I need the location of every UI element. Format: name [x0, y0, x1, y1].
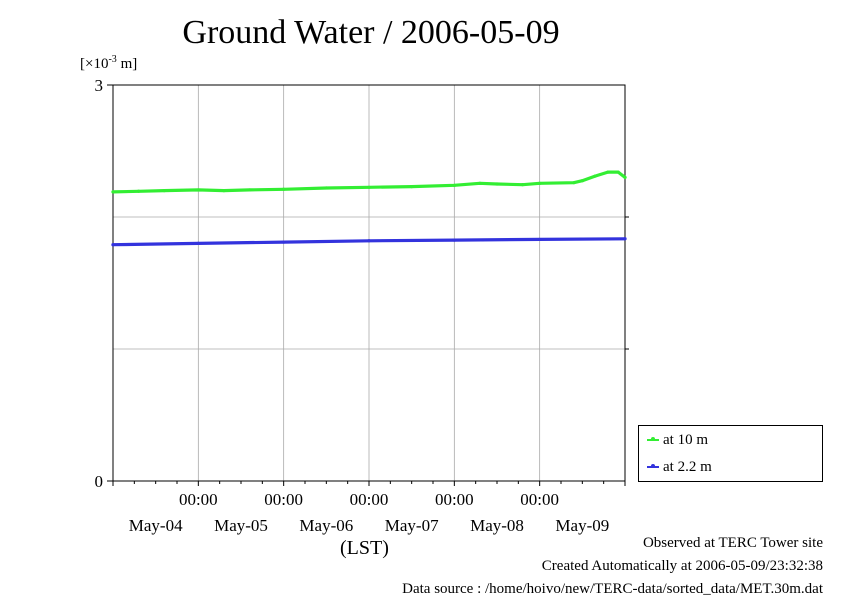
legend-label-10m: at 10 m — [663, 431, 708, 448]
y-tick-label: 0 — [95, 472, 104, 491]
x-time-label: 00:00 — [435, 490, 474, 509]
x-time-label: 00:00 — [520, 490, 559, 509]
x-date-label: May-07 — [385, 516, 439, 535]
data-point — [367, 185, 371, 189]
data-point — [282, 187, 286, 191]
data-point — [196, 188, 200, 192]
data-point — [410, 185, 414, 189]
legend-swatch-2-2m — [647, 464, 659, 468]
x-date-label: May-08 — [470, 516, 524, 535]
data-point — [111, 243, 115, 247]
data-point — [282, 240, 286, 244]
x-date-label: May-05 — [214, 516, 268, 535]
x-axis-unit-label: (LST) — [340, 537, 389, 559]
x-date-label: May-06 — [299, 516, 353, 535]
y-tick-label: 3 — [95, 76, 104, 95]
x-date-label: May-09 — [555, 516, 609, 535]
legend-label-2-2m: at 2.2 m — [663, 458, 712, 475]
x-time-label: 00:00 — [350, 490, 389, 509]
footer-source: Data source : /home/hoivo/new/TERC-data/… — [402, 581, 823, 597]
x-time-label: 00:00 — [264, 490, 303, 509]
legend: at 10 m at 2.2 m — [638, 425, 823, 482]
data-point — [572, 181, 576, 185]
data-point — [623, 175, 627, 179]
data-point — [452, 183, 456, 187]
data-point — [538, 237, 542, 242]
data-point — [593, 174, 597, 178]
footer-created: Created Automatically at 2006-05-09/23:3… — [541, 558, 823, 574]
data-point — [521, 183, 525, 187]
data-point — [616, 170, 620, 174]
data-point — [452, 238, 456, 242]
data-point — [478, 181, 482, 185]
footer-observed: Observed at TERC Tower site — [642, 535, 823, 551]
data-point — [538, 181, 542, 185]
data-point — [367, 239, 371, 243]
data-point — [111, 190, 115, 194]
data-point — [495, 182, 499, 186]
data-point — [137, 189, 141, 193]
y-unit-prefix: [×10 — [80, 56, 109, 72]
legend-swatch-10m — [647, 437, 659, 441]
data-point — [196, 241, 200, 245]
chart-title: Ground Water / 2006-05-09 — [182, 14, 560, 51]
data-point — [580, 179, 584, 183]
data-point — [162, 189, 166, 193]
y-unit-suffix: m] — [116, 56, 138, 72]
data-point — [623, 237, 627, 241]
data-point — [222, 189, 226, 193]
y-axis-unit-label: [×10-3 m] — [80, 54, 137, 73]
data-point — [606, 170, 610, 174]
data-point — [324, 186, 328, 190]
y-unit-exponent: -3 — [108, 54, 117, 65]
data-point — [247, 188, 252, 192]
x-time-label: 00:00 — [179, 490, 218, 509]
legend-item-10m: at 10 m — [647, 430, 708, 450]
x-date-label: May-04 — [129, 516, 183, 535]
legend-item-2-2m: at 2.2 m — [647, 457, 712, 477]
